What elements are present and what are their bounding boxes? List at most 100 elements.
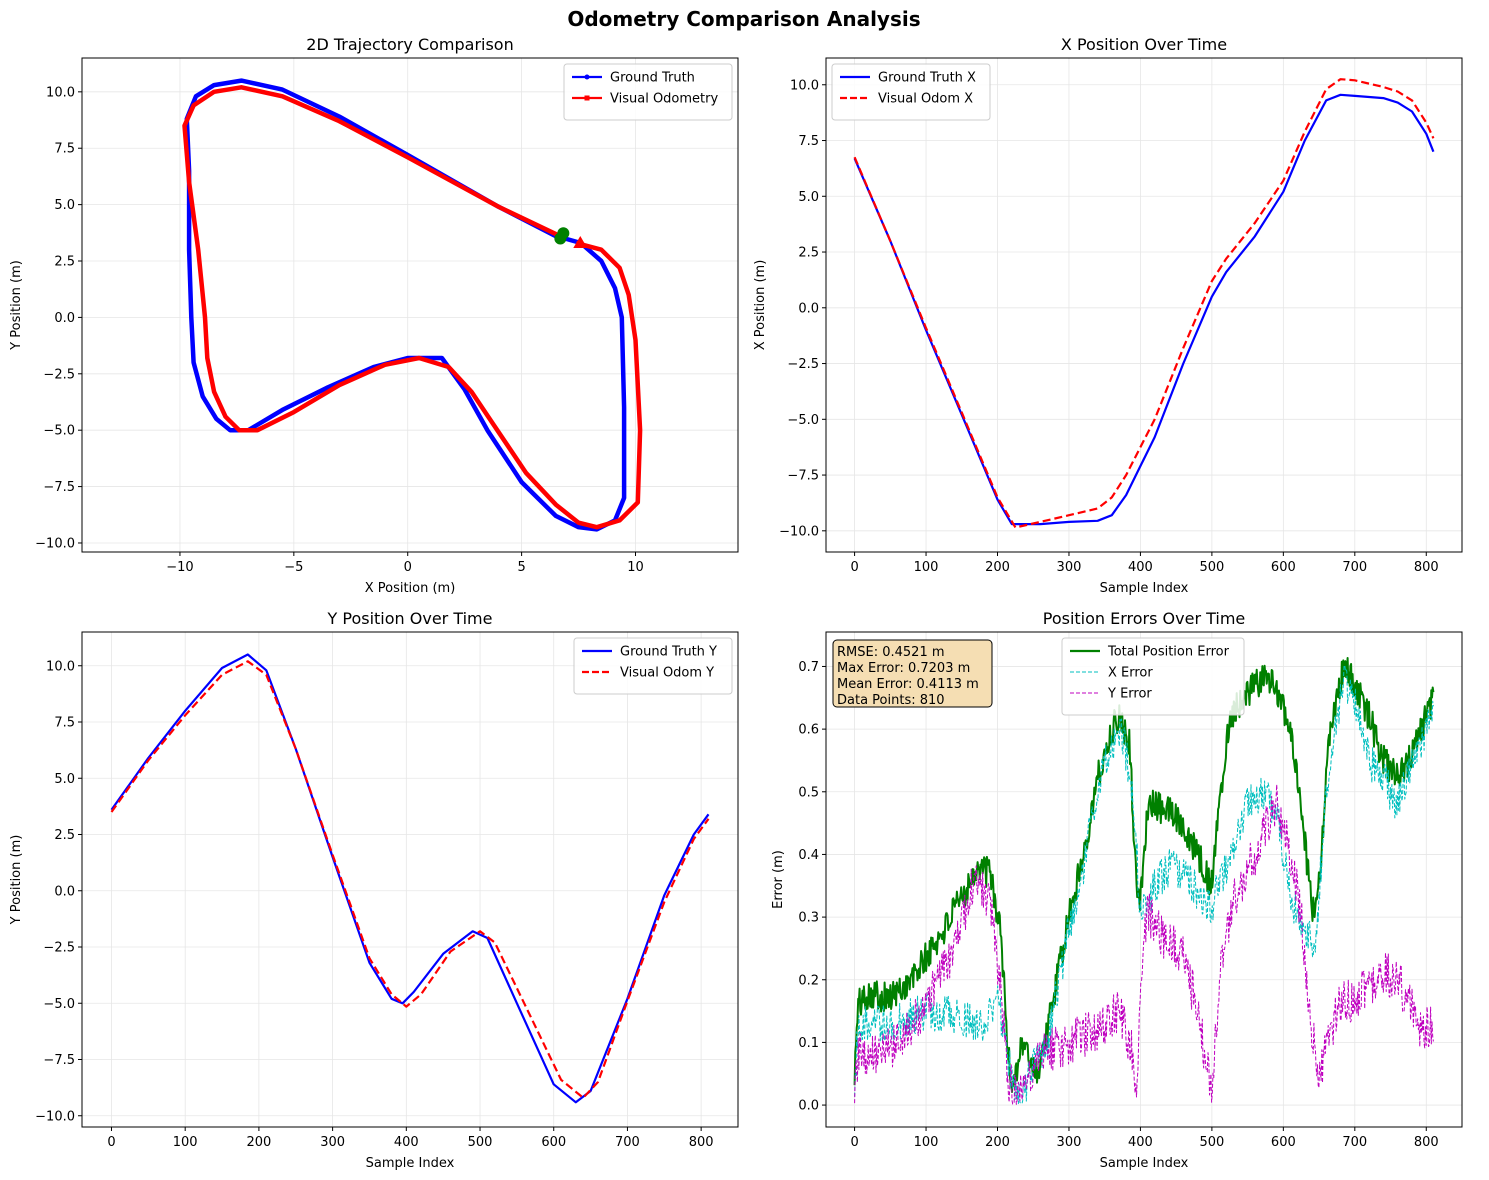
x-tick-label: 800 <box>689 1135 714 1150</box>
y-tick-label: 0.7 <box>798 660 819 675</box>
y-axis-label: Y Position (m) <box>9 260 24 351</box>
y-tick-label: 2.5 <box>54 255 75 270</box>
legend: Ground Truth Y Visual Odom Y <box>573 637 733 695</box>
ticks: −10 −5 0 5 10 −10.0 −7.5 −5.0 −2.5 0.0 2.5 5.0 7.5 10… <box>35 85 644 575</box>
x-tick-label: 0 <box>107 1135 115 1150</box>
series-line-1 <box>110 660 710 1099</box>
legend-marker-1 <box>584 95 590 101</box>
y-tick-label: 2.5 <box>798 246 819 261</box>
legend-box <box>563 63 733 121</box>
legend: Total Position Error X Error Y Error <box>1061 637 1245 716</box>
y-tick-label: −5.0 <box>787 413 819 428</box>
x-tick-label: −5 <box>284 560 303 575</box>
y-tick-label: 0.6 <box>798 723 819 738</box>
legend-label-1: Visual Odom X <box>878 92 973 107</box>
x-axis-label: Sample Index <box>1100 1156 1189 1171</box>
legend: Ground Truth Visual Odometry <box>563 63 733 121</box>
y-tick-label: 0.3 <box>798 911 819 926</box>
x-tick-label: 600 <box>1271 1135 1296 1150</box>
y-tick-label: −10.0 <box>35 536 75 551</box>
y-tick-label: 5.0 <box>798 190 819 205</box>
y-tick-label: −7.5 <box>43 480 75 495</box>
ticks: 0 100 200 300 400 500 600 700 800 −10.0 −7.5 −5.0 −2… <box>35 659 713 1150</box>
series-line-1 <box>182 85 643 530</box>
ticks: 0 100 200 300 400 500 600 700 800 0.0 0.1 0.2 0.3 0.4… <box>798 660 1438 1150</box>
x-tick-label: 400 <box>1128 560 1153 575</box>
stats-line-0: RMSE: 0.4521 m <box>837 645 945 660</box>
y-tick-label: −10.0 <box>35 1109 75 1124</box>
x-tick-label: −10 <box>166 560 193 575</box>
plot-frame <box>81 631 739 1128</box>
legend-label-1: X Error <box>1108 666 1153 681</box>
series-group <box>853 657 1435 1105</box>
x-tick-label: 500 <box>1199 1135 1224 1150</box>
x-tick-label: 100 <box>914 560 939 575</box>
y-tick-label: 2.5 <box>54 828 75 843</box>
y-tick-label: −7.5 <box>787 469 819 484</box>
chart-xpos: 0 100 200 300 400 500 600 700 800 −10.0 −7.5 −5.0 −2… <box>753 35 1463 596</box>
chart-err: 0 100 200 300 400 500 600 700 800 0.0 0.1 0.2 0.3 0.4… <box>771 609 1463 1171</box>
series-line-2 <box>854 784 1434 1105</box>
plot-frame <box>825 57 1463 553</box>
stats-line-1: Max Error: 0.7203 m <box>837 661 970 676</box>
y-tick-label: 0.1 <box>798 1036 819 1051</box>
plot-frame <box>81 57 739 553</box>
stats-line-3: Data Points: 810 <box>837 693 945 708</box>
x-tick-label: 500 <box>468 1135 493 1150</box>
series-group <box>853 78 1435 529</box>
legend-label-0: Total Position Error <box>1107 645 1230 660</box>
legend-box <box>1061 637 1245 716</box>
x-tick-label: 300 <box>320 1135 345 1150</box>
y-tick-label: −10.0 <box>779 524 819 539</box>
x-axis-label: X Position (m) <box>365 581 456 596</box>
x-tick-label: 700 <box>615 1135 640 1150</box>
x-tick-label: 10 <box>627 560 644 575</box>
series-line-1 <box>854 664 1434 1105</box>
x-tick-label: 300 <box>1057 560 1082 575</box>
legend-label-1: Visual Odom Y <box>620 666 714 681</box>
x-tick-label: 100 <box>173 1135 198 1150</box>
panel-title: X Position Over Time <box>1061 35 1227 54</box>
y-axis-label: Error (m) <box>771 850 786 909</box>
y-tick-label: 0.5 <box>798 785 819 800</box>
x-tick-label: 800 <box>1414 1135 1439 1150</box>
legend-label-0: Ground Truth Y <box>620 645 717 660</box>
y-tick-label: 7.5 <box>54 142 75 157</box>
series-line-0 <box>184 78 627 532</box>
legend-label-0: Ground Truth X <box>878 71 976 86</box>
ticks: 0 100 200 300 400 500 600 700 800 −10.0 −7.5 −5.0 −2… <box>779 78 1439 575</box>
x-axis-label: Sample Index <box>1100 581 1189 596</box>
x-tick-label: 700 <box>1342 1135 1367 1150</box>
x-axis-label: Sample Index <box>366 1156 455 1171</box>
x-tick-label: 300 <box>1057 1135 1082 1150</box>
y-tick-label: −2.5 <box>43 367 75 382</box>
x-tick-label: 200 <box>985 1135 1010 1150</box>
y-axis-label: Y Position (m) <box>9 835 24 926</box>
legend-marker-0 <box>584 74 590 80</box>
y-tick-label: 7.5 <box>54 716 75 731</box>
y-tick-label: −2.5 <box>787 357 819 372</box>
chart-ypos: 0 100 200 300 400 500 600 700 800 −10.0 −7.5 −5.0 −2… <box>9 609 739 1171</box>
stats-box-bg <box>832 639 993 708</box>
start-marker <box>557 227 570 240</box>
y-tick-label: 0.0 <box>54 884 75 899</box>
y-tick-label: 10.0 <box>790 78 819 93</box>
x-tick-label: 600 <box>1271 560 1296 575</box>
y-tick-label: 0.0 <box>798 1099 819 1114</box>
series-group <box>110 653 710 1104</box>
y-tick-label: −2.5 <box>43 941 75 956</box>
y-tick-label: 0.2 <box>798 973 819 988</box>
legend-label-1: Visual Odometry <box>610 92 718 107</box>
legend-box <box>831 63 991 121</box>
y-tick-label: −5.0 <box>43 997 75 1012</box>
series-line-0 <box>853 657 1435 1093</box>
x-tick-label: 200 <box>246 1135 271 1150</box>
grid-lines <box>82 632 738 1127</box>
y-tick-label: 10.0 <box>46 85 75 100</box>
y-tick-label: 5.0 <box>54 772 75 787</box>
plot-frame <box>825 631 1463 1128</box>
x-tick-label: 100 <box>914 1135 939 1150</box>
series-group <box>182 78 643 532</box>
